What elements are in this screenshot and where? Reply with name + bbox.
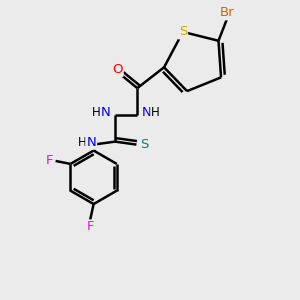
Text: S: S bbox=[140, 138, 148, 151]
Text: N: N bbox=[86, 136, 96, 149]
Text: N: N bbox=[142, 106, 152, 119]
Text: F: F bbox=[45, 154, 53, 167]
Text: Br: Br bbox=[220, 6, 234, 19]
Text: O: O bbox=[112, 63, 123, 76]
Text: H: H bbox=[78, 136, 87, 149]
Text: H: H bbox=[92, 106, 101, 119]
Text: N: N bbox=[100, 106, 110, 119]
Text: H: H bbox=[152, 106, 160, 119]
Text: S: S bbox=[179, 26, 187, 38]
Text: F: F bbox=[86, 220, 94, 233]
